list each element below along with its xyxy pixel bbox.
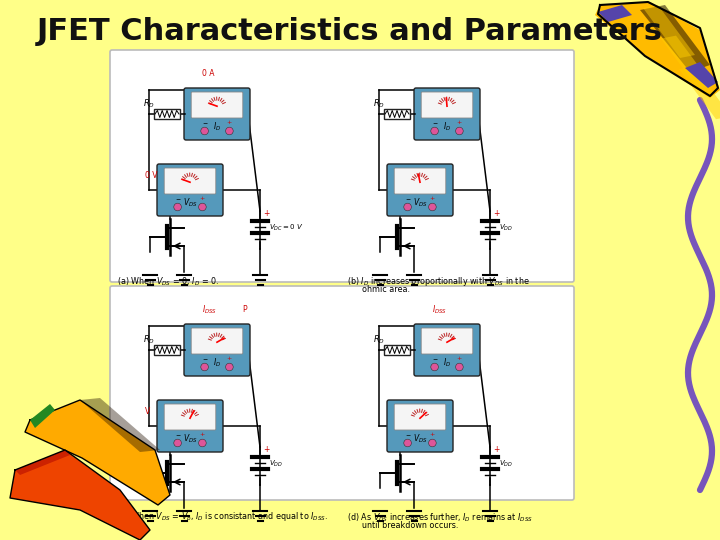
Text: −: − [175,197,180,201]
Circle shape [199,439,206,447]
Circle shape [431,127,438,135]
Text: $R_D$: $R_D$ [373,97,385,110]
Polygon shape [679,66,720,119]
Text: P: P [242,305,247,314]
Polygon shape [598,5,632,22]
Text: $I_D$: $I_D$ [213,356,221,369]
Polygon shape [30,404,55,428]
Text: $V_{DS}$: $V_{DS}$ [413,196,427,209]
Text: +: + [227,120,232,125]
Text: $R_D$: $R_D$ [143,97,155,110]
Text: $I_{DSS}$: $I_{DSS}$ [202,303,217,315]
Text: $V_{DS}$: $V_{DS}$ [183,432,197,445]
FancyBboxPatch shape [421,328,473,354]
FancyBboxPatch shape [395,404,446,430]
Text: $I_D$: $I_D$ [443,120,451,133]
Polygon shape [685,62,718,88]
Text: +: + [199,197,205,201]
Text: $V_{DD}$: $V_{DD}$ [499,223,513,233]
Polygon shape [595,2,720,98]
Text: $R_D$: $R_D$ [373,333,385,346]
FancyBboxPatch shape [110,50,574,282]
FancyBboxPatch shape [164,168,216,194]
FancyBboxPatch shape [157,400,223,452]
Text: +: + [430,433,435,437]
Text: −: − [405,197,410,201]
FancyBboxPatch shape [192,328,243,354]
Text: +: + [199,433,205,437]
Polygon shape [15,450,70,475]
Text: +: + [430,197,435,201]
Text: $V_{DS}$: $V_{DS}$ [413,432,427,445]
Text: 0 V: 0 V [145,171,158,180]
Circle shape [174,439,181,447]
Text: (b) $I_D$ increases proportionally with $V_{DS}$ in the: (b) $I_D$ increases proportionally with … [347,275,530,288]
FancyBboxPatch shape [395,168,446,194]
FancyBboxPatch shape [184,88,250,140]
FancyBboxPatch shape [110,286,574,500]
Text: JFET Characteristics and Parameters: JFET Characteristics and Parameters [37,17,663,46]
Text: −: − [432,356,437,361]
Text: $R_D$: $R_D$ [143,333,155,346]
Circle shape [174,203,181,211]
Text: $V_{DD}$: $V_{DD}$ [499,459,513,469]
Circle shape [456,363,463,371]
FancyBboxPatch shape [421,92,473,118]
Bar [154,345,180,355]
Text: $I_{DSS}$: $I_{DSS}$ [432,303,447,315]
Text: +: + [493,208,500,218]
Text: $V_{DC} = 0\ V$: $V_{DC} = 0\ V$ [269,223,304,233]
Text: $V_{DS}$: $V_{DS}$ [183,196,197,209]
Text: ohmic area.: ohmic area. [347,285,410,294]
Text: −: − [405,433,410,437]
Circle shape [428,439,436,447]
Polygon shape [25,400,170,505]
Text: V: V [145,407,150,416]
Polygon shape [640,5,710,72]
Circle shape [428,203,436,211]
Text: +: + [263,444,269,454]
Text: until breakdown occurs.: until breakdown occurs. [347,521,459,530]
Text: $V_{DD}$: $V_{DD}$ [269,459,283,469]
Text: $I_D$: $I_D$ [213,120,221,133]
Text: −: − [432,120,437,125]
Polygon shape [80,398,160,452]
FancyBboxPatch shape [164,404,216,430]
Bar [384,109,410,119]
FancyBboxPatch shape [184,324,250,376]
Polygon shape [661,36,713,89]
Text: +: + [227,356,232,361]
FancyBboxPatch shape [192,92,243,118]
Text: +: + [456,356,462,361]
Text: (c) When $V_{DS}$ = $V_p$, $I_D$ is consistant and equal to $I_{DSS}$.: (c) When $V_{DS}$ = $V_p$, $I_D$ is cons… [117,511,328,524]
Circle shape [201,127,208,135]
Text: $I_D$: $I_D$ [443,356,451,369]
Text: −: − [202,356,207,361]
Text: (d) As $V_{DS}$ increases further, $I_D$ remains at $I_{DSS}$: (d) As $V_{DS}$ increases further, $I_D$… [347,511,533,523]
FancyBboxPatch shape [157,164,223,216]
Circle shape [199,203,206,211]
Text: +: + [263,208,269,218]
FancyBboxPatch shape [387,164,453,216]
Polygon shape [10,450,150,540]
Text: 0 A: 0 A [202,69,215,78]
Text: +: + [456,120,462,125]
Circle shape [431,363,438,371]
FancyBboxPatch shape [387,400,453,452]
Polygon shape [643,5,695,58]
Text: −: − [175,433,180,437]
Circle shape [225,127,233,135]
Circle shape [456,127,463,135]
Circle shape [404,203,411,211]
FancyBboxPatch shape [414,324,480,376]
Text: −: − [202,120,207,125]
Circle shape [201,363,208,371]
Text: (a) When $V_{DS}$ = 0, $I_D$ = 0.: (a) When $V_{DS}$ = 0, $I_D$ = 0. [117,275,219,287]
Bar [384,345,410,355]
Text: +: + [493,444,500,454]
Bar [154,109,180,119]
FancyBboxPatch shape [414,88,480,140]
Circle shape [225,363,233,371]
Circle shape [404,439,411,447]
